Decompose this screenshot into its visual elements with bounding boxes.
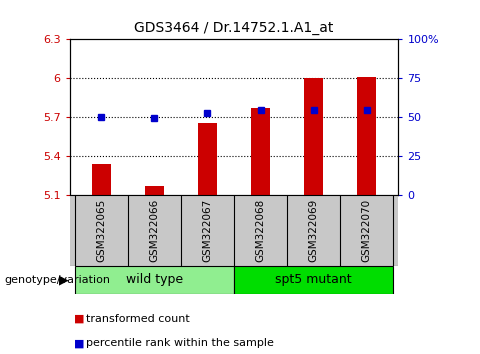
- Bar: [92, 164, 111, 195]
- Bar: [198, 123, 217, 195]
- Text: ■: ■: [74, 314, 85, 324]
- Text: spt5 mutant: spt5 mutant: [275, 273, 352, 286]
- Text: ■: ■: [74, 338, 85, 348]
- Text: genotype/variation: genotype/variation: [5, 275, 111, 285]
- Text: GSM322066: GSM322066: [149, 199, 159, 262]
- Text: wild type: wild type: [126, 273, 183, 286]
- Bar: [145, 185, 164, 195]
- Text: GSM322067: GSM322067: [203, 199, 213, 262]
- Text: transformed count: transformed count: [86, 314, 190, 324]
- Text: GSM322065: GSM322065: [96, 199, 107, 262]
- Bar: [251, 108, 270, 195]
- Text: GSM322069: GSM322069: [309, 199, 319, 262]
- Bar: [304, 78, 323, 195]
- Text: GSM322070: GSM322070: [361, 199, 372, 262]
- Bar: [234, 266, 393, 294]
- Bar: [75, 266, 234, 294]
- Title: GDS3464 / Dr.14752.1.A1_at: GDS3464 / Dr.14752.1.A1_at: [134, 21, 334, 35]
- Bar: [357, 76, 376, 195]
- Text: percentile rank within the sample: percentile rank within the sample: [86, 338, 274, 348]
- Text: ▶: ▶: [59, 273, 69, 286]
- Text: GSM322068: GSM322068: [255, 199, 265, 262]
